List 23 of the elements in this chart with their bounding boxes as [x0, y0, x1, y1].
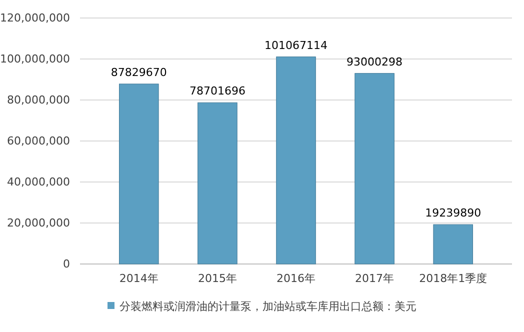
y-tick-label: 40,000,000: [7, 176, 70, 189]
data-label: 101067114: [264, 38, 328, 52]
x-tick-label: 2016年: [276, 272, 316, 285]
data-label: 87829670: [110, 66, 167, 79]
y-tick-label: 20,000,000: [7, 216, 70, 230]
data-label: 19239890: [425, 206, 482, 220]
data-label: 93000298: [346, 55, 403, 68]
y-tick-label: 120,000,000: [0, 12, 70, 25]
x-tick-label: 2015年: [198, 272, 237, 285]
y-tick-label: 80,000,000: [7, 94, 70, 107]
bar: [198, 102, 238, 264]
data-label: 78701696: [189, 84, 246, 98]
y-tick-label: 100,000,000: [0, 52, 70, 66]
bar: [119, 84, 159, 264]
x-tick-label: 2018年1季度: [419, 272, 488, 285]
y-tick-label: 0: [63, 258, 70, 271]
x-tick-label: 2017年: [355, 272, 394, 285]
x-tick-label: 2014年: [119, 272, 158, 285]
y-tick-label: 60,000,000: [7, 134, 70, 148]
legend-label: 分装燃料或润滑油的计量泵，加油站或车库用出口总额：美元: [120, 300, 416, 313]
bar: [276, 56, 316, 264]
bar: [433, 224, 473, 264]
bar: [354, 73, 394, 264]
